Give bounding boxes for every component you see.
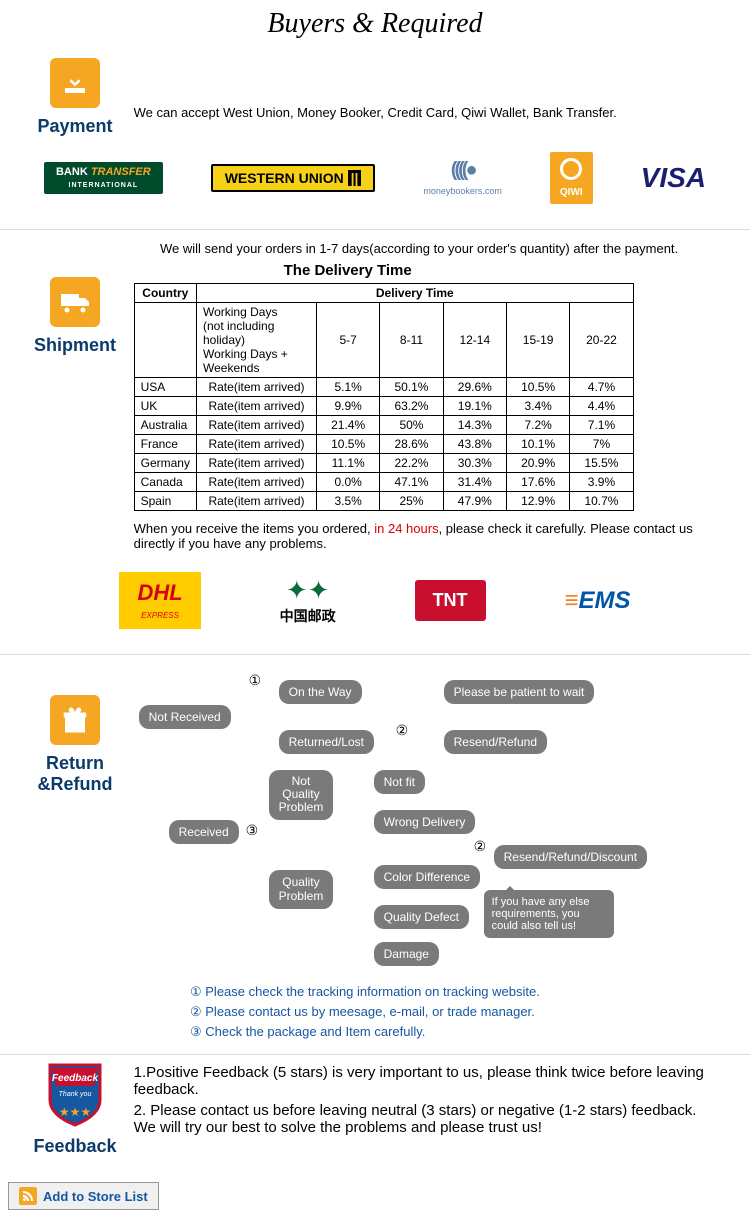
speech-bubble: If you have any else requirements, you c… [484,890,614,938]
payment-logos: BANK TRANSFERINTERNATIONAL WESTERN UNION… [20,152,730,204]
tip-3: ③ Check the package and Item carefully. [190,1024,730,1040]
moneybookers-logo: ((((●moneybookers.com [423,159,502,197]
node-qp: Quality Problem [269,870,334,909]
delivery-table: CountryDelivery Time Working Days(not in… [134,283,634,511]
ems-logo: ≡EMS [565,587,631,615]
tip-2: ② Please contact us by meesage, e-mail, … [190,1004,730,1020]
table-row: GermanyRate(item arrived)11.1%22.2%30.3%… [134,454,633,473]
node-on-way: On the Way [279,680,362,704]
node-resend1: Resend/Refund [444,730,547,754]
feedback-p1: 1.Positive Feedback (5 stars) is very im… [134,1064,714,1098]
svg-text:★★★: ★★★ [59,1105,91,1119]
table-row: USARate(item arrived)5.1%50.1%29.6%10.5%… [134,378,633,397]
page-title: Buyers & Required [0,8,750,40]
node-damage: Damage [374,942,439,966]
bank-transfer-logo: BANK TRANSFERINTERNATIONAL [44,162,163,194]
add-to-store-button[interactable]: Add to Store List [8,1182,159,1210]
shipment-note: When you receive the items you ordered, … [134,521,714,551]
return-title: Return &Refund [20,753,130,795]
delivery-table-title: The Delivery Time [284,262,714,279]
qiwi-logo: QIWI [550,152,593,204]
node-not-received: Not Received [139,705,231,729]
node-wrong: Wrong Delivery [374,810,476,834]
node-resend2: Resend/Refund/Discount [494,845,647,869]
visa-logo: VISA [641,162,706,194]
dhl-logo: DHLEXPRESS [119,572,200,629]
svg-text:Feedback: Feedback [52,1073,99,1084]
num-3: ③ [246,822,259,839]
table-row: CanadaRate(item arrived)0.0%47.1%31.4%17… [134,473,633,492]
shipment-title: Shipment [20,335,130,356]
node-defect: Quality Defect [374,905,469,929]
th-dt: Delivery Time [196,284,633,303]
feedback-section: Feedback Thank you ★★★ Feedback 1.Positi… [0,1055,750,1167]
table-row: SpainRate(item arrived)3.5%25%47.9%12.9%… [134,492,633,511]
feedback-title: Feedback [20,1136,130,1157]
node-received: Received [169,820,239,844]
tnt-logo: TNT [415,580,486,621]
node-nqp: Not Quality Problem [269,770,334,820]
payment-section: Payment We can accept West Union, Money … [0,48,750,230]
num-2b: ② [474,838,487,855]
node-not-fit: Not fit [374,770,425,794]
gift-icon [50,695,100,745]
table-row: AustraliaRate(item arrived)21.4%50%14.3%… [134,416,633,435]
payment-desc: We can accept West Union, Money Booker, … [134,105,714,120]
return-section: Return &Refund ① Not Received On the Way… [0,655,750,1055]
num-2a: ② [396,722,409,739]
western-union-logo: WESTERN UNION || [211,164,376,192]
node-returned: Returned/Lost [279,730,374,754]
shipment-icon [50,277,100,327]
payment-title: Payment [20,116,130,137]
courier-logos: DHLEXPRESS ✦✦中国邮政 TNT ≡EMS [20,572,730,629]
node-color: Color Difference [374,865,480,889]
china-post-logo: ✦✦中国邮政 [280,575,336,626]
table-header-row: Working Days(not including holiday)Worki… [134,303,633,378]
node-patient: Please be patient to wait [444,680,595,704]
payment-icon [50,58,100,108]
th-country: Country [134,284,196,303]
tip-1: ① Please check the tracking information … [190,984,730,1000]
table-row: FranceRate(item arrived)10.5%28.6%43.8%1… [134,435,633,454]
svg-text:Thank you: Thank you [59,1091,92,1098]
return-flowchart: ① Not Received On the Way Please be pati… [134,670,714,970]
store-button-label: Add to Store List [43,1189,148,1204]
num-1: ① [249,672,262,689]
feedback-badge: Feedback Thank you ★★★ [40,1060,110,1130]
feedback-p2: 2. Please contact us before leaving neut… [134,1102,714,1136]
shipment-section: We will send your orders in 1-7 days(acc… [0,230,750,655]
rss-icon [19,1187,37,1205]
table-row: UKRate(item arrived)9.9%63.2%19.1%3.4%4.… [134,397,633,416]
shipment-desc: We will send your orders in 1-7 days(acc… [160,241,730,256]
